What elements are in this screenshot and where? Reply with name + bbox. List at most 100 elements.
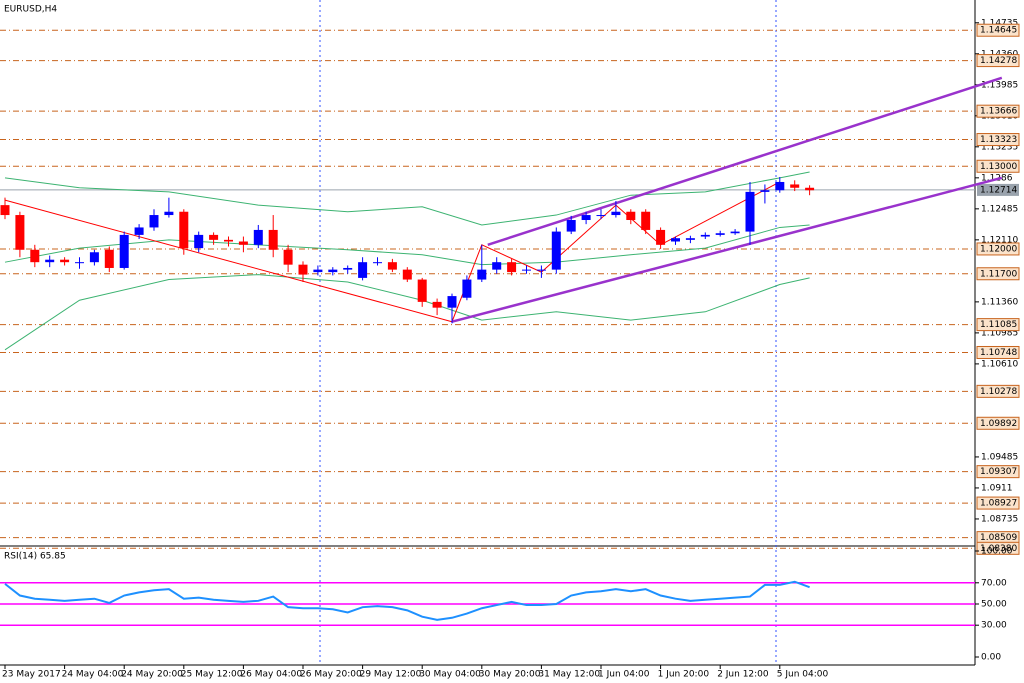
candle-body xyxy=(462,279,472,298)
candle-body xyxy=(745,191,755,232)
candle-body xyxy=(238,241,248,245)
last-price-box xyxy=(977,183,1019,196)
level-label-box xyxy=(976,345,1020,359)
candle-body xyxy=(581,215,591,221)
candle-body xyxy=(492,262,502,270)
bollinger-upper xyxy=(4,171,810,226)
y-tick-label: 1.10610 xyxy=(981,359,1018,369)
x-tick-label: 31 May 12:00 xyxy=(538,670,600,680)
candle-body xyxy=(387,262,397,270)
x-tick-label: 26 May 04:00 xyxy=(240,670,302,680)
candle-body xyxy=(760,190,770,192)
level-label: 1.13666 xyxy=(980,107,1017,117)
y-tick-label: 100.00 xyxy=(981,547,1013,557)
level-label: 1.14645 xyxy=(980,26,1017,36)
y-tick-label: 1.10985 xyxy=(981,328,1018,338)
level-label: 1.10748 xyxy=(980,348,1017,358)
y-tick-label: 1.11360 xyxy=(981,297,1018,307)
candle-body xyxy=(805,187,815,191)
x-tick-label: 1 Jun 04:00 xyxy=(598,670,650,680)
candle-body xyxy=(507,262,517,273)
y-tick-label: 50.00 xyxy=(981,600,1007,610)
level-label-box xyxy=(976,23,1020,37)
x-tick-label: 23 May 2017 xyxy=(2,670,61,680)
y-tick-label: 1.13985 xyxy=(981,80,1018,90)
candle-body xyxy=(730,231,740,234)
candle-body xyxy=(536,269,546,271)
candle-body xyxy=(0,205,10,216)
candle-body xyxy=(432,301,442,308)
level-label: 1.11085 xyxy=(980,320,1017,330)
level-label: 1.08927 xyxy=(980,499,1017,509)
y-tick-label: 1.08735 xyxy=(981,514,1018,524)
candle-body xyxy=(551,231,561,270)
candle-body xyxy=(700,234,710,237)
candle-body xyxy=(104,249,114,268)
candle-body xyxy=(75,262,84,264)
candle-body xyxy=(715,233,725,235)
level-label: 1.12000 xyxy=(980,244,1017,254)
candle-body xyxy=(790,184,800,188)
candle-body xyxy=(149,215,159,228)
x-tick-label: 2 Jun 12:00 xyxy=(717,670,769,680)
candle-body xyxy=(194,234,204,249)
level-label-box xyxy=(976,496,1020,510)
y-tick-label: 1.14735 xyxy=(981,18,1018,28)
level-label: 1.13000 xyxy=(980,162,1017,172)
candle-body xyxy=(89,252,99,263)
rsi-line xyxy=(4,580,810,621)
level-label-box xyxy=(976,267,1020,281)
level-label: 1.13323 xyxy=(980,135,1017,145)
y-tick-label: 30.00 xyxy=(981,621,1007,631)
x-tick-label: 24 May 20:00 xyxy=(121,670,183,680)
x-tick-label: 1 Jun 20:00 xyxy=(658,670,710,680)
candle-body xyxy=(298,264,308,275)
level-label: 1.09892 xyxy=(980,419,1017,429)
x-tick-label: 26 May 20:00 xyxy=(300,670,362,680)
candle-body xyxy=(671,238,680,242)
x-tick-label: 29 May 12:00 xyxy=(360,670,422,680)
candle-body xyxy=(373,262,382,264)
candle-body xyxy=(134,227,144,235)
y-tick-label: 70.00 xyxy=(981,578,1007,588)
level-label-box xyxy=(976,159,1020,173)
candle-body xyxy=(641,211,651,230)
candle-body xyxy=(566,220,576,232)
candle-body xyxy=(313,269,323,273)
y-tick-label: 1.0911 xyxy=(981,483,1013,493)
x-tick-label: 30 May 20:00 xyxy=(479,670,541,680)
candle-body xyxy=(224,239,233,242)
candle-body xyxy=(253,229,263,245)
indicator-title: RSI(14) 65.85 xyxy=(4,552,66,562)
candle-body xyxy=(447,296,457,308)
x-tick-label: 25 May 12:00 xyxy=(181,670,243,680)
candle-body xyxy=(15,215,25,250)
candle-body xyxy=(328,269,338,273)
candle-body xyxy=(626,211,636,221)
candle-body xyxy=(685,238,695,240)
candle-body xyxy=(596,215,606,217)
level-label-box xyxy=(976,318,1020,332)
y-tick-label: 1.13235 xyxy=(981,142,1018,152)
candle-body xyxy=(30,249,40,263)
level-label: 1.10278 xyxy=(980,387,1017,397)
channel-line xyxy=(451,176,1003,323)
candle-body xyxy=(775,181,785,191)
candle-body xyxy=(179,211,189,249)
level-label-box xyxy=(976,242,1020,256)
candle-body xyxy=(343,267,353,270)
level-label-box xyxy=(976,54,1020,68)
candle-body xyxy=(268,229,278,250)
candle-body xyxy=(164,211,174,216)
candle-body xyxy=(656,229,666,245)
candle-body xyxy=(522,269,531,271)
chart-title: EURUSD,H4 xyxy=(4,5,57,15)
x-tick-label: 5 Jun 04:00 xyxy=(777,670,829,680)
level-label-box xyxy=(976,104,1020,118)
level-label: 1.08380 xyxy=(980,544,1017,554)
y-tick-label: 1.09485 xyxy=(981,452,1018,462)
candle-body xyxy=(45,259,55,263)
candle-body xyxy=(283,249,293,265)
